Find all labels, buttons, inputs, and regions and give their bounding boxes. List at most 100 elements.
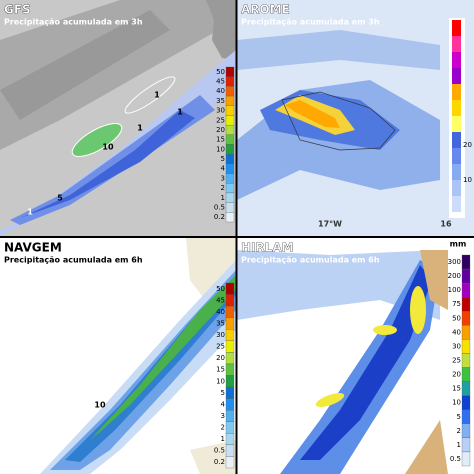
- legend-swatch: [452, 116, 461, 132]
- legend-swatch: [461, 381, 471, 396]
- legend-swatch: [461, 367, 471, 382]
- gfs-map: [0, 0, 236, 236]
- legend-swatch: [225, 134, 235, 145]
- legend-label: 4: [221, 400, 226, 408]
- legend-label: 5: [221, 155, 225, 163]
- legend-swatch: [461, 297, 471, 312]
- legend-swatch: [225, 444, 235, 457]
- panel-title: HIRLAM: [241, 241, 294, 255]
- hirlam-map: [237, 238, 474, 474]
- map-label: 1: [177, 108, 183, 117]
- legend-label: 50: [452, 314, 461, 322]
- panel-subtitle: Precipitação acumulada em 3h: [241, 18, 380, 27]
- map-label: 10: [102, 143, 114, 152]
- legend-label: 15: [216, 366, 225, 374]
- legend-label: 5: [221, 389, 225, 397]
- navgem-map: [0, 238, 236, 474]
- legend-swatch: [461, 353, 471, 368]
- legend-label: 1: [221, 194, 225, 202]
- legend-label: 50: [216, 285, 225, 293]
- legend-swatch: [452, 100, 461, 116]
- legend-label: 25: [216, 343, 225, 351]
- map-label: 10: [94, 401, 106, 410]
- legend-swatch: [225, 317, 235, 330]
- legend-label: 20: [216, 354, 225, 362]
- legend-swatch: [461, 437, 471, 453]
- legend-swatch: [225, 352, 235, 365]
- legend-label: 30: [216, 331, 225, 339]
- legend-swatch: [461, 451, 471, 467]
- legend-swatch: [225, 340, 235, 353]
- legend-swatch: [225, 375, 235, 388]
- legend-label: 20: [216, 126, 225, 134]
- map-label: 5: [57, 194, 63, 203]
- legend-label: 1: [221, 435, 225, 443]
- legend-label: 25: [452, 357, 461, 365]
- legend-swatch: [225, 192, 235, 203]
- legend-label: 15: [452, 385, 461, 393]
- legend-label: 25: [216, 116, 225, 124]
- arome-map: [237, 0, 474, 236]
- legend-label: 35: [216, 319, 225, 327]
- legend-label: 100: [448, 286, 461, 294]
- legend-label: 10: [463, 176, 472, 184]
- legend-label: 40: [452, 328, 461, 336]
- map-label: mm: [450, 240, 467, 249]
- legend-swatch: [461, 325, 471, 340]
- legend-swatch: [225, 115, 235, 126]
- legend-label: 50: [216, 68, 225, 76]
- panel-title: NAVGEM: [4, 241, 62, 255]
- legend-swatch: [225, 363, 235, 376]
- legend-swatch: [225, 154, 235, 165]
- map-label: 17°W: [318, 220, 342, 229]
- legend-swatch: [452, 36, 461, 52]
- legend-label: 10: [452, 399, 461, 407]
- legend-swatch: [461, 339, 471, 354]
- legend-label: 30: [452, 342, 461, 350]
- legend-swatch: [452, 164, 461, 180]
- legend-label: 15: [216, 136, 225, 144]
- legend-swatch: [461, 268, 471, 284]
- legend-label: 40: [216, 87, 225, 95]
- legend-label: 1: [457, 441, 461, 449]
- legend-swatch: [225, 183, 235, 194]
- legend-swatch: [225, 163, 235, 174]
- legend-swatch: [461, 423, 471, 439]
- legend-label: 300: [448, 258, 461, 266]
- legend-swatch: [461, 311, 471, 326]
- map-label: 1: [27, 208, 33, 217]
- legend-swatch: [225, 305, 235, 318]
- legend-swatch: [225, 294, 235, 307]
- legend-swatch: [225, 66, 235, 77]
- legend-swatch: [452, 196, 461, 212]
- legend-swatch: [225, 76, 235, 87]
- legend-label: 0.2: [214, 458, 225, 466]
- legend-swatch: [225, 144, 235, 155]
- legend-swatch: [461, 409, 471, 424]
- legend-label: 0.5: [214, 203, 225, 211]
- map-label: 16: [440, 220, 452, 229]
- panel-subtitle: Precipitação acumulada em 3h: [4, 18, 143, 27]
- legend-swatch: [225, 329, 235, 341]
- legend-swatch: [225, 398, 235, 411]
- legend-swatch: [225, 86, 235, 97]
- legend-swatch: [452, 84, 461, 100]
- legend-label: 40: [216, 308, 225, 316]
- legend-label: 5: [457, 413, 461, 421]
- map-label: 1: [154, 91, 160, 100]
- legend-swatch: [225, 95, 235, 106]
- panel-title: GFS: [4, 3, 31, 17]
- legend-swatch: [452, 132, 461, 148]
- map-label: 1: [137, 124, 143, 133]
- legend-label: 10: [216, 145, 225, 153]
- legend-label: 3: [221, 412, 225, 420]
- legend-label: 35: [216, 97, 225, 105]
- legend-label: 2: [457, 427, 461, 435]
- legend-swatch: [225, 410, 235, 422]
- legend-swatch: [461, 282, 471, 298]
- panel-subtitle: Precipitação acumulada em 6h: [4, 256, 143, 265]
- legend-swatch: [461, 254, 471, 270]
- legend-label: 0.5: [214, 447, 225, 455]
